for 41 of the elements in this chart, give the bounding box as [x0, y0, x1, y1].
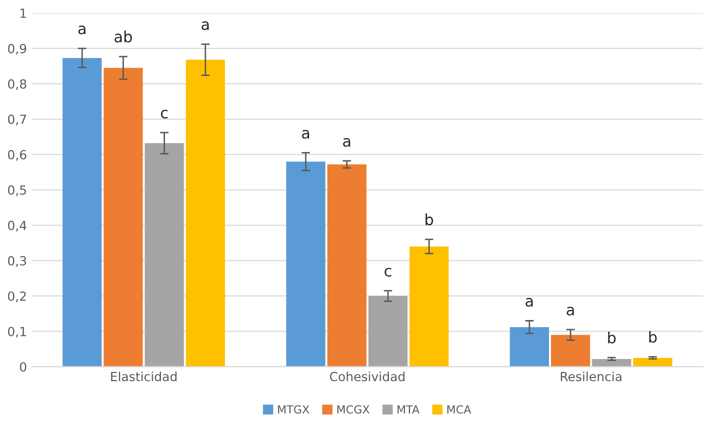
legend-label: MCA [447, 405, 472, 414]
y-tick-label: 0,8 [8, 79, 26, 90]
x-tick-label: Elasticidad [111, 372, 177, 382]
annotation: ab [114, 30, 132, 42]
legend-label: MTA [398, 405, 420, 414]
bar [327, 164, 366, 367]
y-tick-label: 0,2 [8, 291, 26, 302]
y-tick-label: 0,3 [8, 256, 26, 267]
legend-label: MTGX [278, 405, 310, 414]
y-tick-label: 0,4 [8, 220, 26, 232]
annotation: b [649, 330, 657, 343]
annotation: b [608, 332, 616, 344]
y-tick-label: 1 [20, 8, 26, 18]
bar [550, 334, 590, 367]
y-tick-label: 0,7 [8, 114, 26, 126]
y-tick-label: 0,5 [8, 185, 26, 196]
bar [410, 246, 449, 367]
annotation: c [384, 268, 392, 277]
annotation: a [202, 21, 209, 30]
bar [62, 58, 102, 367]
annotation: a [302, 130, 310, 139]
annotation: c [160, 110, 168, 119]
bar [510, 327, 549, 367]
annotation: a [526, 298, 533, 307]
y-tick-label: 0,6 [8, 150, 26, 161]
x-tick-label: Resilencia [560, 372, 622, 382]
y-tick-label: 0,1 [8, 326, 26, 338]
annotation: a [343, 138, 350, 147]
annotation: a [78, 26, 86, 34]
y-tick-label: 0 [20, 362, 26, 372]
x-tick-label: Cohesividad [330, 372, 404, 382]
y-tick-label: 0,9 [8, 44, 26, 55]
bar [186, 60, 225, 367]
annotation: a [566, 306, 574, 316]
bar [286, 162, 326, 367]
bar [368, 296, 408, 367]
bar [104, 68, 143, 367]
annotation: b [426, 213, 434, 226]
bar [633, 358, 672, 367]
bar [144, 143, 184, 367]
legend-label: MCGX [337, 405, 370, 414]
